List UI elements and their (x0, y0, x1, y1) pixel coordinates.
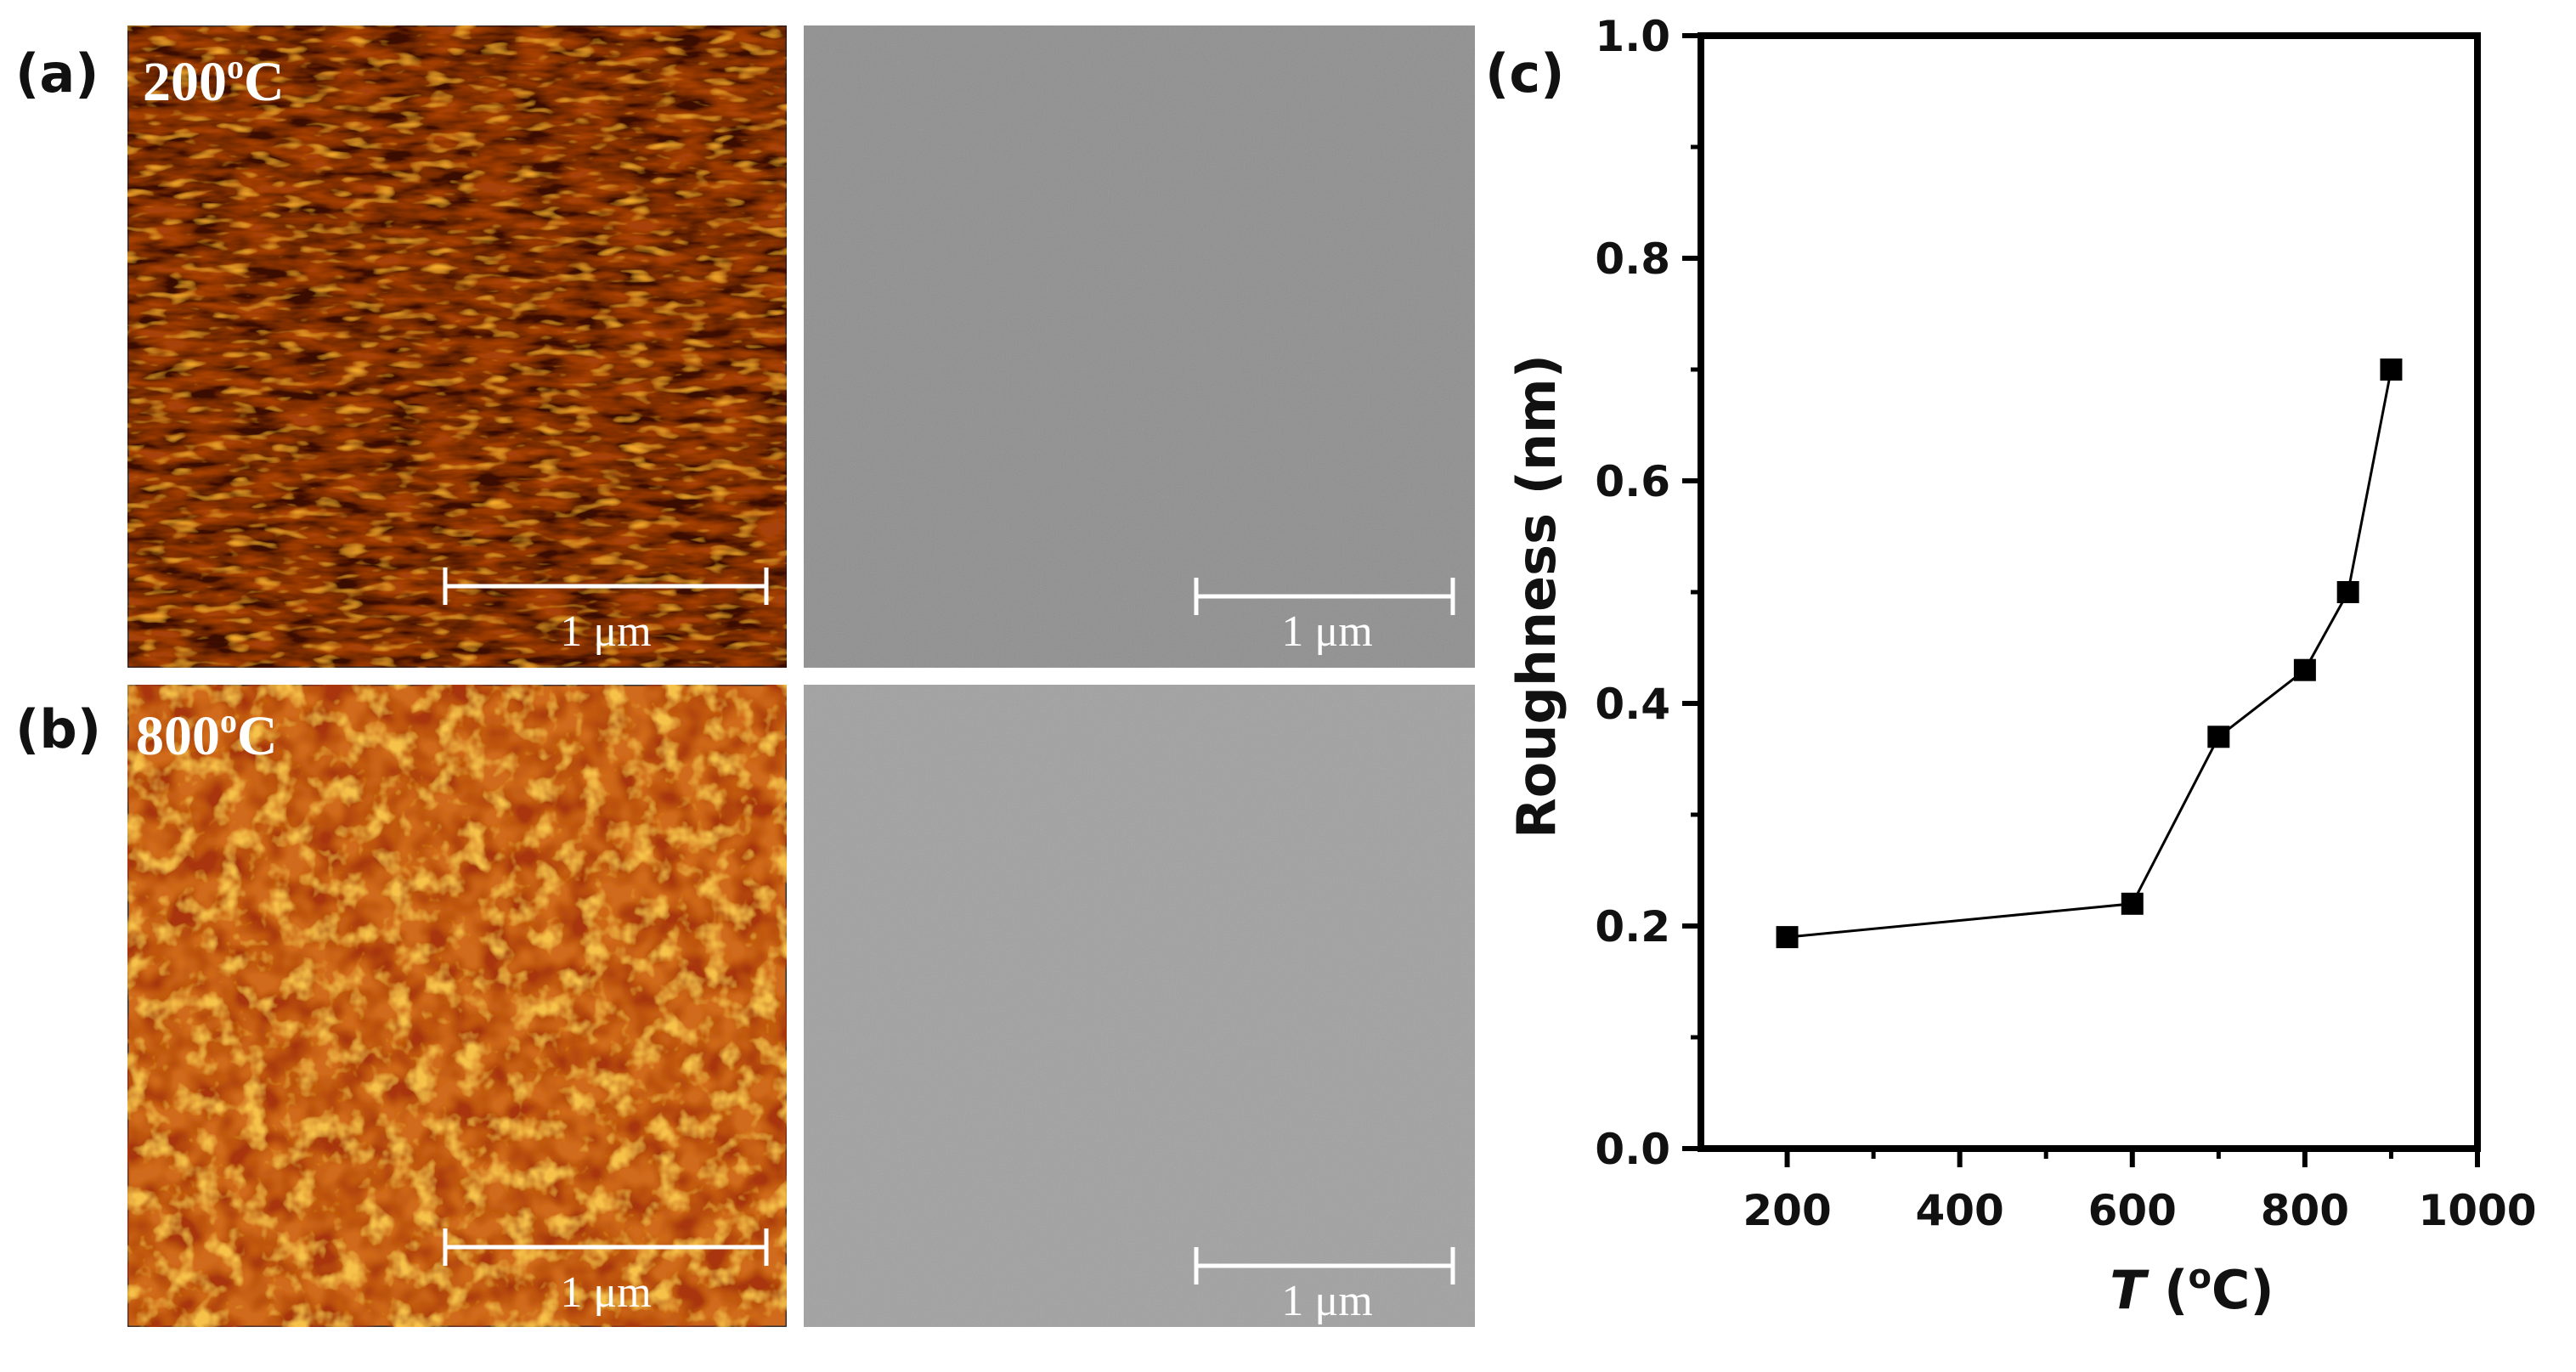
panel-b-letter: (b) (15, 698, 101, 760)
y-tick-label: 0.8 (1595, 234, 1670, 284)
panel-a: (a) 200oC 1 μm 1 μm (15, 24, 1475, 669)
temperature-label-200: 200oC (143, 48, 285, 113)
x-tick-label: 800 (2261, 1186, 2349, 1235)
data-point (2336, 581, 2359, 603)
y-tick-label: 0.4 (1595, 680, 1670, 729)
data-point (2207, 726, 2230, 748)
sem-image-800 (804, 685, 1475, 1327)
data-point (2380, 359, 2403, 381)
scale-bar-label-afm-800: 1 μm (560, 1268, 651, 1317)
plot-frame (1698, 32, 2481, 1152)
y-tick-label: 0.0 (1595, 1125, 1670, 1174)
y-tick-label: 1.0 (1595, 12, 1670, 61)
panel-b: (b) 800oC 1 μm 1 μm (15, 683, 1475, 1329)
data-point (2293, 658, 2316, 681)
x-tick-label: 600 (2088, 1186, 2177, 1235)
data-point (1776, 926, 1799, 949)
roughness-chart: (c) 200 400 600 800 1000 0.0 0.2 0.4 0.6 0.8 1.0 R… (1485, 12, 2537, 1321)
x-tick-label: 1000 (2418, 1186, 2536, 1235)
chart-series (1776, 359, 2403, 949)
afm-image-200 (126, 24, 788, 669)
chart-axes: 200 400 600 800 1000 0.0 0.2 0.4 0.6 0.8 1.0 (1595, 12, 2536, 1235)
y-tick-label: 0.2 (1595, 902, 1670, 951)
afm-image-800 (126, 683, 788, 1329)
y-tick-label: 0.6 (1595, 457, 1670, 506)
x-tick-label: 200 (1743, 1186, 1831, 1235)
scale-bar-sem-800 (1194, 1247, 1455, 1284)
y-axis-title: Roughness (nm) (1505, 354, 1568, 838)
series-line (1787, 369, 2392, 939)
scale-bar-afm-800 (443, 1228, 769, 1266)
scale-bar-label-sem-800: 1 μm (1281, 1277, 1372, 1325)
scale-bar-afm-200 (443, 567, 769, 605)
scale-bar-label-afm-200: 1 μm (560, 607, 651, 656)
x-tick-label: 400 (1915, 1186, 2003, 1235)
scale-bar-sem-200 (1194, 578, 1455, 615)
panel-a-letter: (a) (15, 42, 99, 104)
temperature-label-800: 800oC (136, 702, 278, 767)
x-axis-title: T (oC) (2110, 1257, 2274, 1321)
sem-image-200 (804, 25, 1475, 668)
panel-c-letter: (c) (1485, 42, 1564, 104)
data-point (2121, 892, 2144, 915)
scale-bar-label-sem-200: 1 μm (1281, 607, 1372, 656)
